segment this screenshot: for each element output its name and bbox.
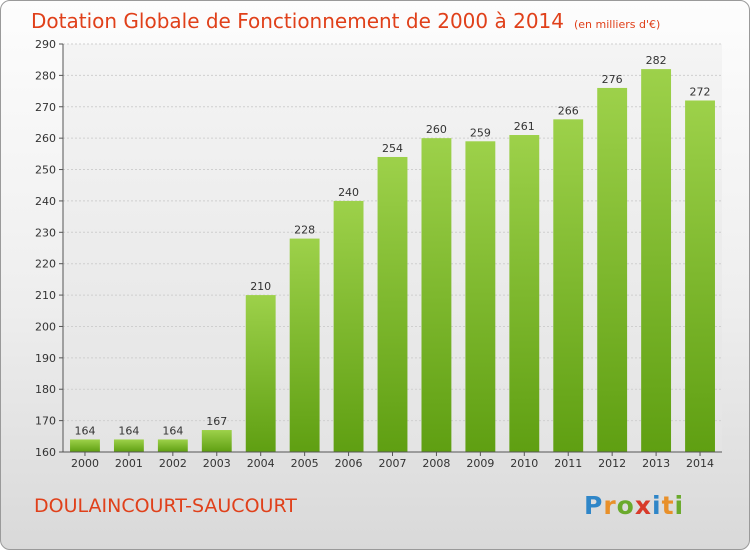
bar-value-label: 240 — [338, 186, 359, 199]
bar-value-label: 254 — [382, 142, 403, 155]
bar-value-label: 164 — [74, 424, 95, 437]
bar — [201, 430, 232, 452]
logo-letter: P — [584, 491, 604, 520]
x-axis-labels: 2000 2001 2002 2003 2004 2005 2006 2007 2008 2009… — [71, 452, 714, 470]
y-tick-label: 290 — [35, 38, 56, 51]
y-tick-label: 260 — [35, 132, 56, 145]
y-axis-labels: 160 170 180 190 200 210 220 230 240 250 260 270 280 2… — [35, 38, 56, 459]
bars: 164 164 164 167 210 228 240 254 260 259 261 266 276 2… — [70, 54, 715, 453]
x-tick-label: 2008 — [422, 457, 450, 470]
bar — [333, 200, 364, 452]
x-tick-label: 2013 — [642, 457, 670, 470]
bar — [553, 119, 584, 453]
chart-title-text: Dotation Globale de Fonctionnement de 20… — [31, 9, 564, 33]
y-tick-label: 160 — [35, 446, 56, 459]
bar-value-label: 266 — [558, 104, 579, 117]
bar — [685, 100, 715, 452]
logo-letter: i — [674, 491, 685, 520]
logo-letter: o — [616, 491, 635, 520]
logo-letter: i — [652, 491, 662, 520]
bar — [245, 295, 276, 452]
proxiti-logo: Proxiti — [584, 491, 684, 520]
x-tick-label: 2011 — [554, 457, 582, 470]
chart-unit: (en milliers d'€) — [574, 18, 661, 31]
y-tick-label: 240 — [35, 195, 56, 208]
x-tick-label: 2009 — [466, 457, 494, 470]
bar — [509, 135, 540, 452]
bar — [465, 141, 496, 453]
x-tick-label: 2006 — [335, 457, 363, 470]
chart-title: Dotation Globale de Fonctionnement de 20… — [31, 9, 660, 33]
bar-value-label: 210 — [250, 280, 271, 293]
bar — [157, 439, 188, 452]
x-tick-label: 2007 — [379, 457, 407, 470]
bar-value-label: 259 — [470, 126, 491, 139]
x-tick-label: 2014 — [686, 457, 714, 470]
x-tick-label: 2001 — [115, 457, 143, 470]
bar — [421, 138, 452, 452]
logo-letter: x — [634, 491, 652, 520]
y-tick-label: 230 — [35, 226, 56, 239]
x-tick-label: 2005 — [291, 457, 319, 470]
x-tick-label: 2010 — [510, 457, 538, 470]
bar-value-label: 167 — [206, 415, 227, 428]
x-tick-label: 2003 — [203, 457, 231, 470]
y-tick-label: 200 — [35, 320, 56, 333]
bar-value-label: 272 — [690, 85, 711, 98]
bar — [641, 69, 672, 452]
bar-value-label: 282 — [646, 54, 667, 67]
logo-letter: r — [603, 491, 617, 520]
bar — [597, 87, 628, 452]
bar-value-label: 164 — [162, 424, 183, 437]
town-name: DOULAINCOURT-SAUCOURT — [34, 495, 297, 517]
bar-value-label: 260 — [426, 123, 447, 136]
logo-letter: t — [661, 491, 675, 520]
bar — [70, 439, 100, 452]
y-tick-label: 270 — [35, 101, 56, 114]
x-tick-label: 2000 — [71, 457, 99, 470]
y-tick-label: 190 — [35, 352, 56, 365]
bar-value-label: 261 — [514, 120, 535, 133]
x-tick-label: 2012 — [598, 457, 626, 470]
bar — [377, 156, 408, 452]
bar — [113, 439, 144, 452]
y-tick-label: 250 — [35, 164, 56, 177]
y-tick-label: 180 — [35, 383, 56, 396]
y-tick-label: 210 — [35, 289, 56, 302]
bar-value-label: 164 — [118, 424, 139, 437]
y-tick-label: 170 — [35, 415, 56, 428]
bar — [289, 238, 320, 452]
x-tick-label: 2004 — [247, 457, 275, 470]
bar-value-label: 276 — [602, 73, 623, 86]
y-tick-label: 220 — [35, 258, 56, 271]
y-tick-label: 280 — [35, 69, 56, 82]
x-tick-label: 2002 — [159, 457, 187, 470]
bar-value-label: 228 — [294, 224, 315, 237]
